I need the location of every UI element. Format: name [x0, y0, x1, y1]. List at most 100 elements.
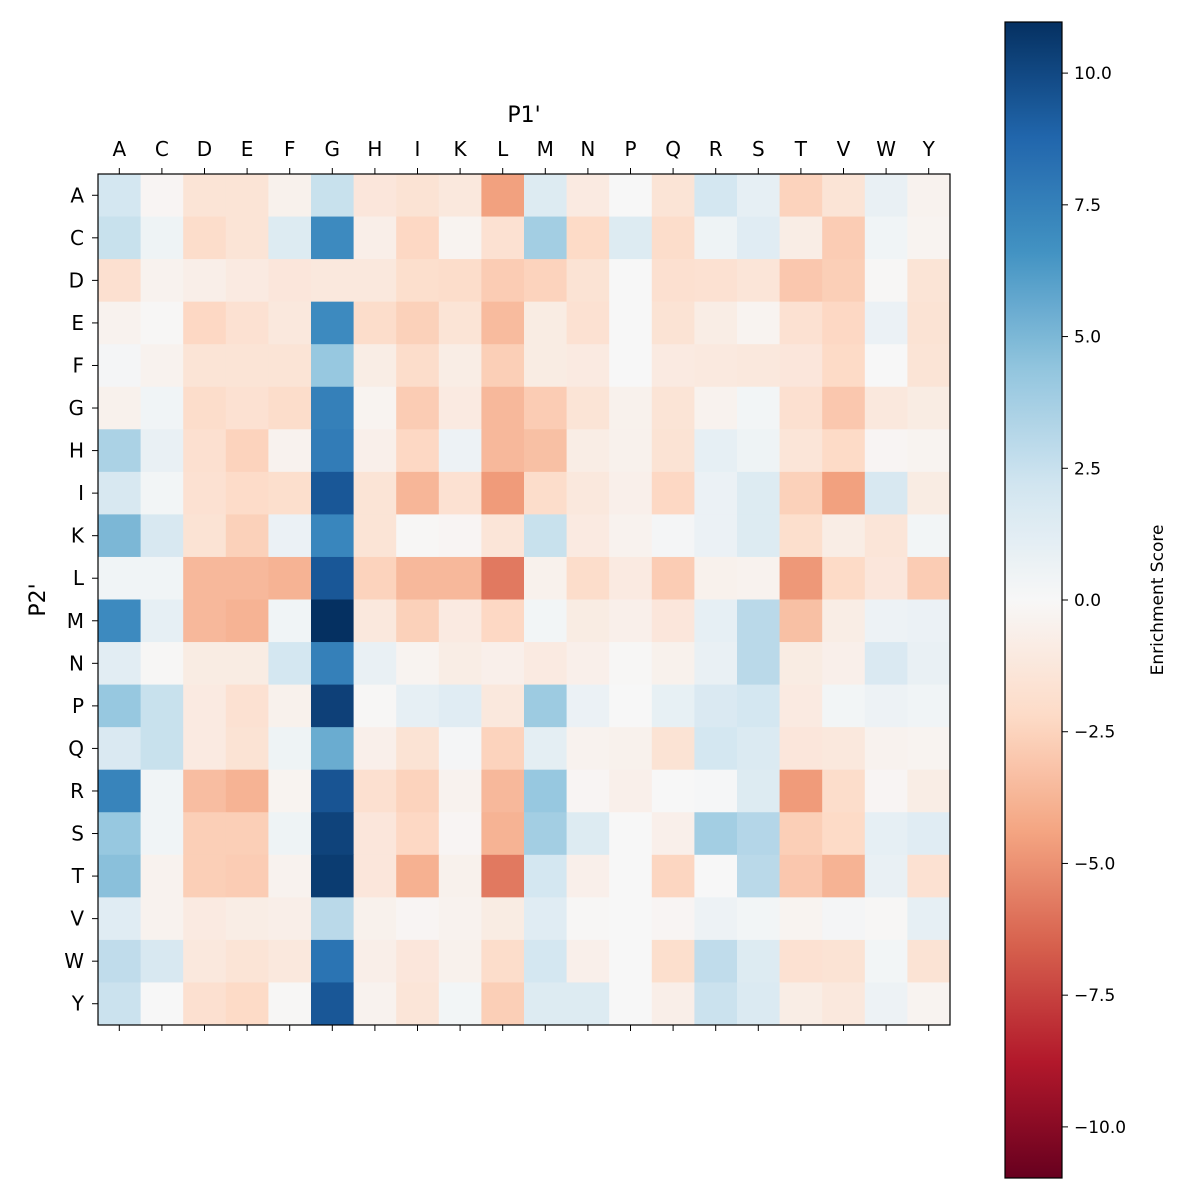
- heatmap-cell-E-Y: [907, 301, 951, 345]
- heatmap-cell-L-Y: [907, 556, 951, 600]
- heatmap-cell-I-P: [609, 471, 653, 515]
- heatmap-cell-D-P: [609, 259, 653, 303]
- heatmap-frame: [97, 173, 951, 1026]
- heatmap-cell-H-Y: [907, 429, 951, 473]
- heatmap-cell-D-Q: [651, 259, 695, 303]
- heatmap-cell-P-W: [864, 684, 908, 728]
- heatmap-cell-G-D: [183, 386, 227, 430]
- y-tick-label: I: [78, 481, 84, 505]
- heatmap-cell-K-T: [779, 514, 823, 558]
- heatmap-cell-C-Y: [907, 216, 951, 260]
- heatmap-cell-L-G: [311, 556, 355, 600]
- heatmap-cell-Y-H: [353, 982, 397, 1026]
- heatmap-cell-L-K: [438, 556, 482, 600]
- heatmap-cell-D-A: [98, 259, 142, 303]
- y-tick-label: E: [71, 311, 84, 335]
- heatmap-cell-G-S: [737, 386, 781, 430]
- heatmap-cell-N-D: [183, 642, 227, 686]
- heatmap-cell-K-D: [183, 514, 227, 558]
- heatmap-cell-S-C: [140, 812, 184, 856]
- heatmap-cell-T-Q: [651, 854, 695, 898]
- x-tick-label: E: [241, 137, 254, 161]
- heatmap-cell-R-A: [98, 769, 142, 813]
- heatmap-cell-Y-M: [524, 982, 568, 1026]
- y-tick-label: H: [69, 439, 84, 463]
- heatmap-cell-G-I: [396, 386, 440, 430]
- heatmap-cell-T-V: [822, 854, 866, 898]
- heatmap-cell-D-R: [694, 259, 738, 303]
- heatmap-cell-V-I: [396, 897, 440, 941]
- x-tick-label: R: [709, 137, 723, 161]
- heatmap-cell-E-Q: [651, 301, 695, 345]
- heatmap-cell-A-E: [225, 174, 269, 218]
- heatmap-cell-Y-V: [822, 982, 866, 1026]
- heatmap-cell-M-W: [864, 599, 908, 643]
- heatmap-cell-H-L: [481, 429, 525, 473]
- heatmap-cell-W-I: [396, 939, 440, 983]
- heatmap-cell-V-T: [779, 897, 823, 941]
- x-tick-label: M: [537, 137, 554, 161]
- heatmap-cell-N-P: [609, 642, 653, 686]
- heatmap-cell-A-A: [98, 174, 142, 218]
- heatmap-cell-E-I: [396, 301, 440, 345]
- heatmap-cell-G-E: [225, 386, 269, 430]
- heatmap-cell-E-P: [609, 301, 653, 345]
- heatmap-cell-Y-R: [694, 982, 738, 1026]
- heatmap-cell-Q-R: [694, 727, 738, 771]
- heatmap-cell-I-H: [353, 471, 397, 515]
- x-tick-label: C: [155, 137, 169, 161]
- heatmap-cell-S-W: [864, 812, 908, 856]
- heatmap-cell-F-R: [694, 344, 738, 388]
- heatmap-cell-M-D: [183, 599, 227, 643]
- x-tick-label: K: [454, 137, 468, 161]
- heatmap-cell-K-H: [353, 514, 397, 558]
- heatmap-cell-R-K: [438, 769, 482, 813]
- y-tick-label: Y: [71, 992, 85, 1016]
- heatmap-cell-A-W: [864, 174, 908, 218]
- heatmap-cell-H-A: [98, 429, 142, 473]
- heatmap-cell-C-H: [353, 216, 397, 260]
- heatmap-cell-I-K: [438, 471, 482, 515]
- colorbar-ticks: 10.0 7.5 5.0 2.5 0.0 −2.5 −5.0 −7.5 −10.0: [1062, 64, 1126, 1138]
- heatmap-cell-F-V: [822, 344, 866, 388]
- heatmap-cell-P-F: [268, 684, 312, 728]
- colorbar-tick-label: 10.0: [1074, 64, 1112, 84]
- heatmap-cell-F-N: [566, 344, 610, 388]
- heatmap-cell-V-S: [737, 897, 781, 941]
- x-tick-label: N: [580, 137, 595, 161]
- heatmap-cell-I-I: [396, 471, 440, 515]
- heatmap-cell-M-E: [225, 599, 269, 643]
- heatmap-cell-S-M: [524, 812, 568, 856]
- x-tick-label: W: [876, 137, 896, 161]
- heatmap-cell-C-P: [609, 216, 653, 260]
- heatmap-cell-M-Y: [907, 599, 951, 643]
- heatmap-cell-E-C: [140, 301, 184, 345]
- heatmap-cell-R-T: [779, 769, 823, 813]
- heatmap-cell-C-W: [864, 216, 908, 260]
- y-tick-label: K: [71, 524, 85, 548]
- heatmap-cell-E-K: [438, 301, 482, 345]
- heatmap-cell-Q-V: [822, 727, 866, 771]
- heatmap-cell-D-T: [779, 259, 823, 303]
- x-tick-label: V: [837, 137, 851, 161]
- heatmap-cell-A-Q: [651, 174, 695, 218]
- heatmap-cell-Q-G: [311, 727, 355, 771]
- heatmap-cell-C-A: [98, 216, 142, 260]
- heatmap-cell-Q-F: [268, 727, 312, 771]
- heatmap-cell-E-S: [737, 301, 781, 345]
- heatmap-cell-F-L: [481, 344, 525, 388]
- heatmap-cell-T-L: [481, 854, 525, 898]
- heatmap-cell-G-N: [566, 386, 610, 430]
- heatmap-cell-P-V: [822, 684, 866, 728]
- heatmap-cell-T-M: [524, 854, 568, 898]
- heatmap-cell-Y-F: [268, 982, 312, 1026]
- heatmap-cell-N-L: [481, 642, 525, 686]
- heatmap-cell-I-R: [694, 471, 738, 515]
- x-tick-label: F: [284, 137, 296, 161]
- heatmap-cell-T-I: [396, 854, 440, 898]
- heatmap-cell-T-G: [311, 854, 355, 898]
- heatmap-cell-Q-M: [524, 727, 568, 771]
- heatmap-cell-N-F: [268, 642, 312, 686]
- heatmap-cell-R-W: [864, 769, 908, 813]
